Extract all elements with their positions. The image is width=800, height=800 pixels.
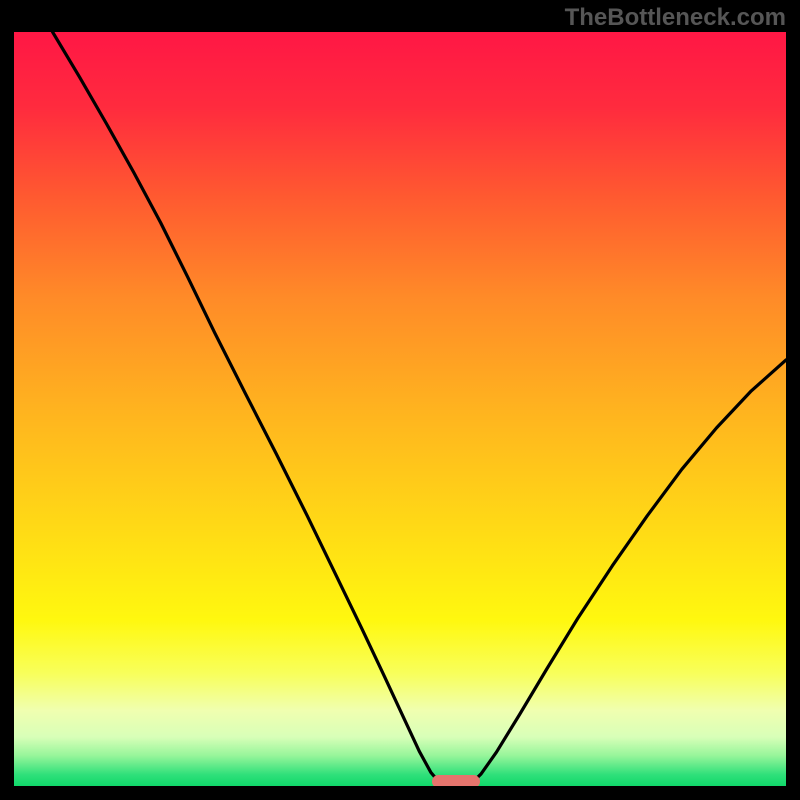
minimum-marker (432, 775, 480, 786)
bottleneck-curve (14, 32, 786, 786)
plot-area (14, 32, 786, 786)
attribution-text: TheBottleneck.com (565, 4, 786, 32)
chart-container: TheBottleneck.com (0, 0, 800, 800)
